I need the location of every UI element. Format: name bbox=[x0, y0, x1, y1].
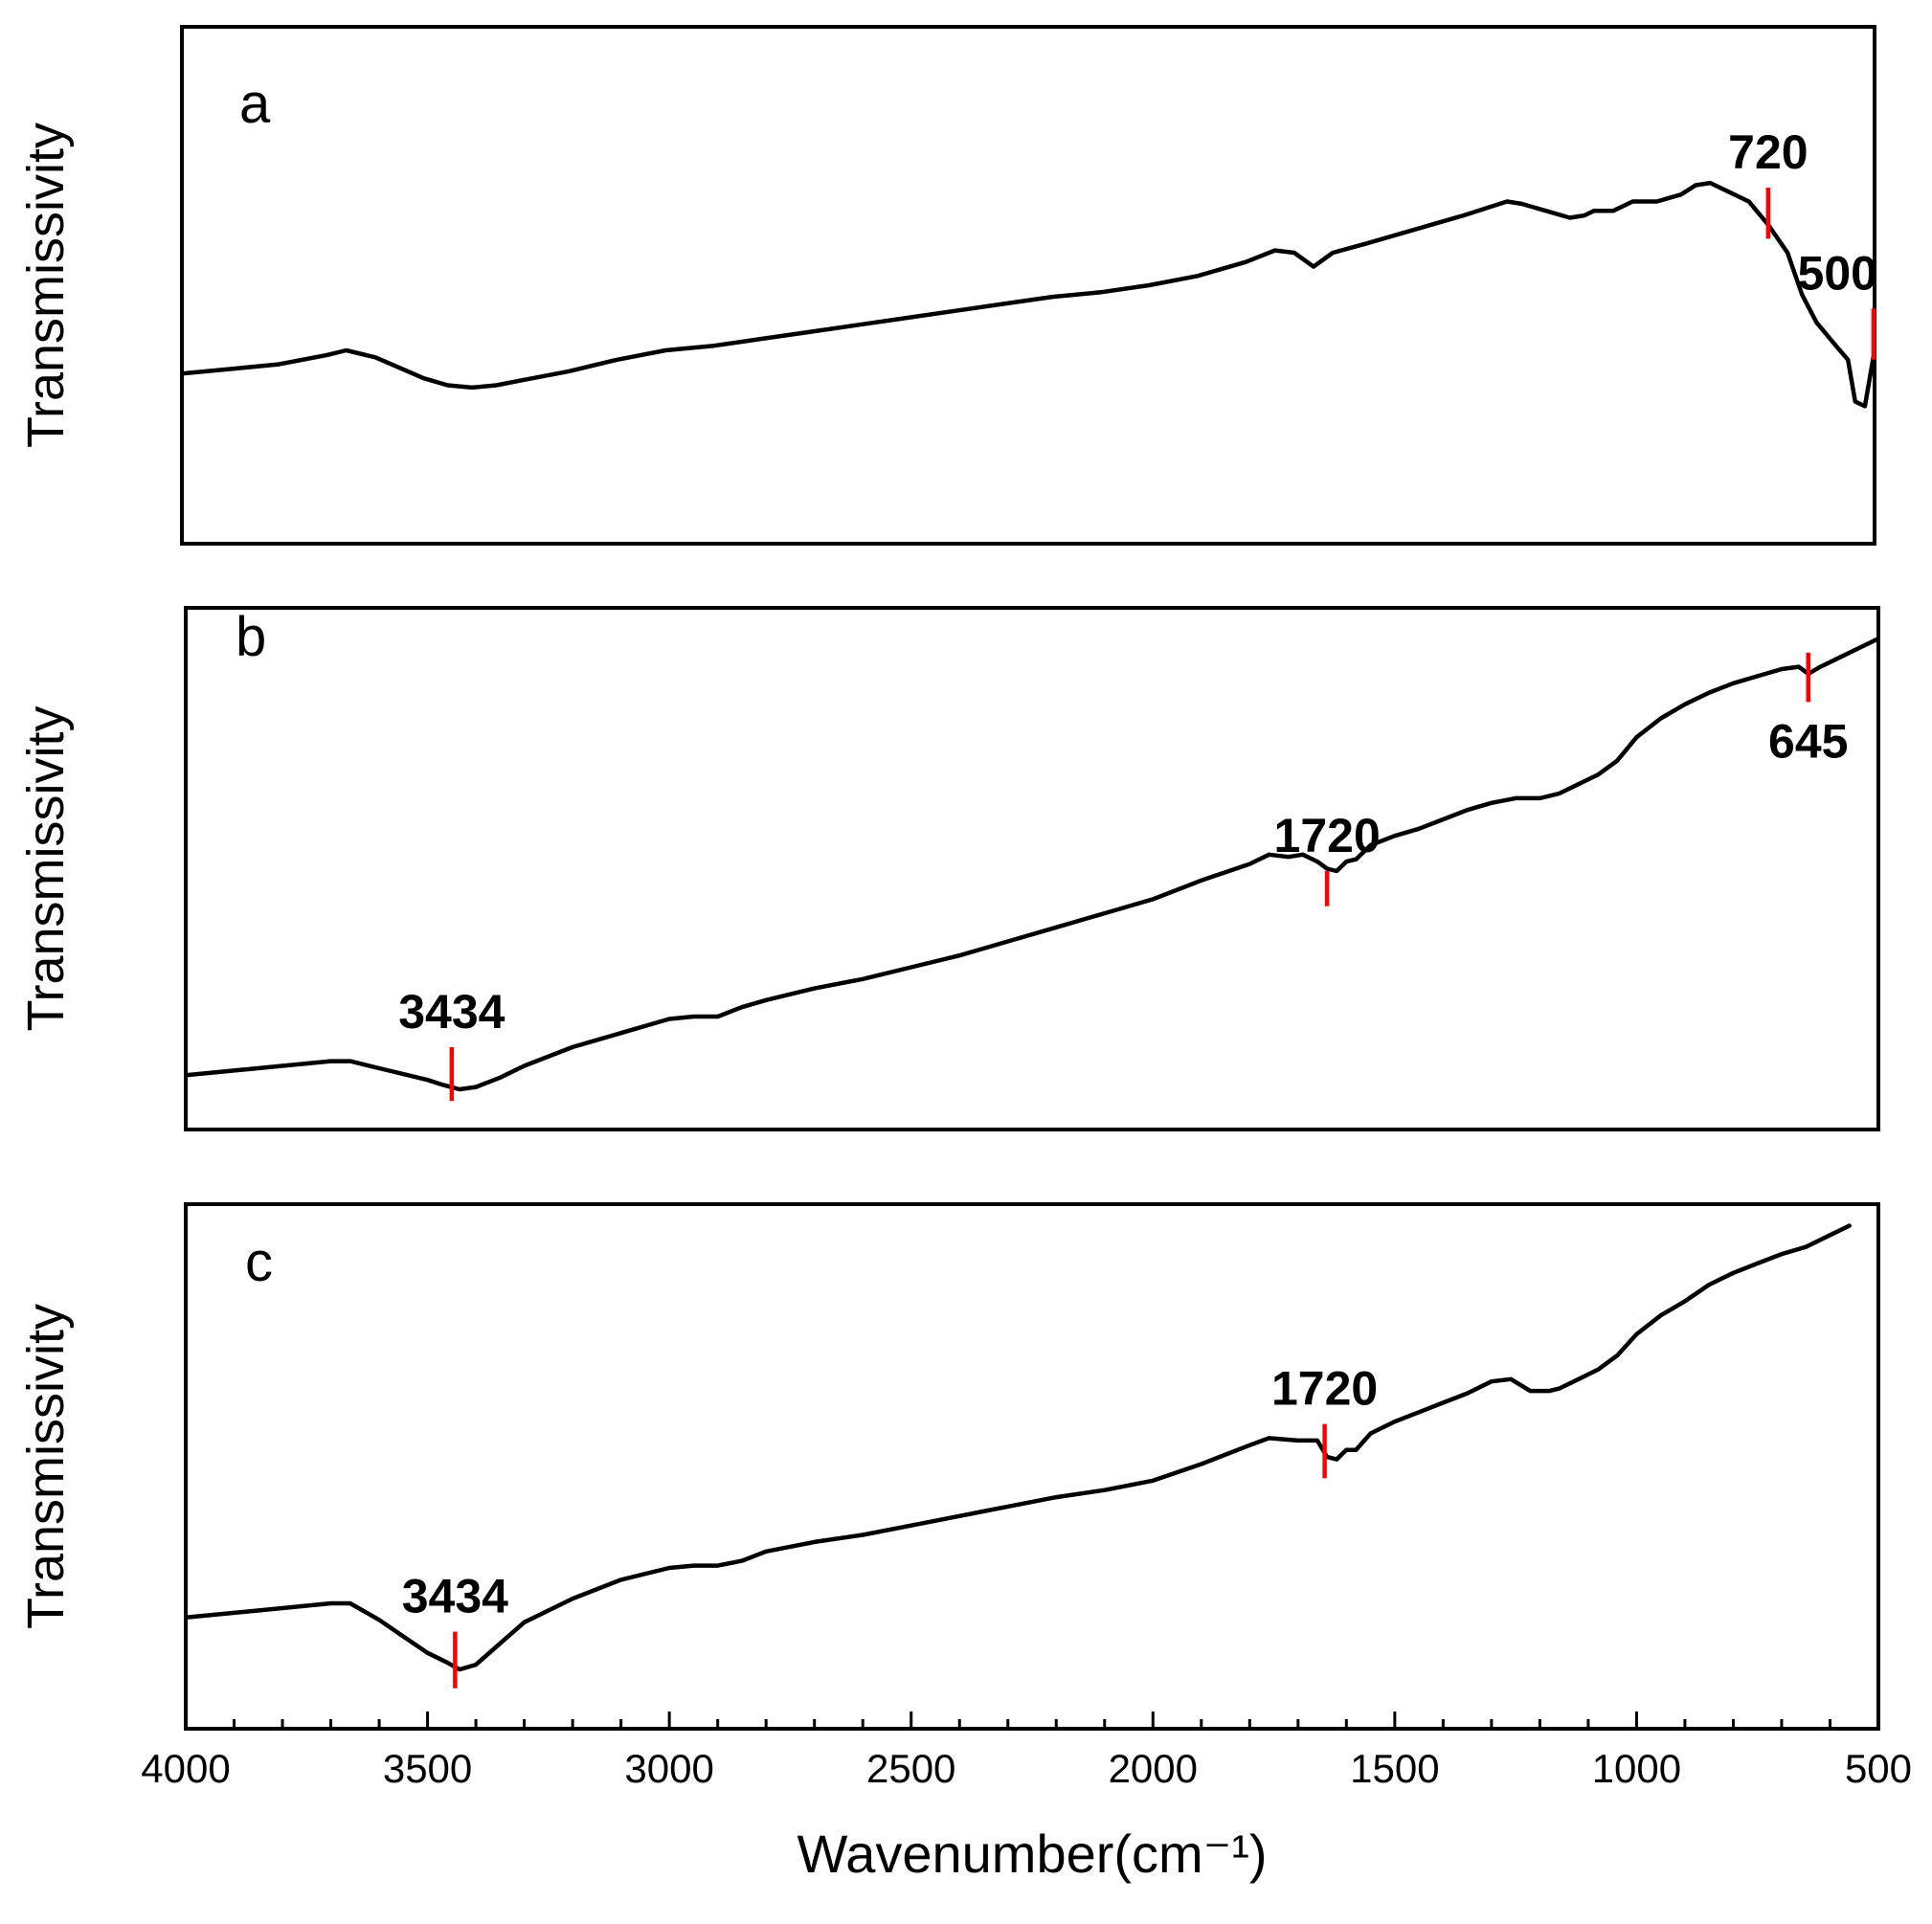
plot-frame bbox=[184, 606, 1880, 1131]
x-tick-label: 4000 bbox=[141, 1746, 230, 1791]
peak-label-500: 500 bbox=[1798, 246, 1877, 300]
y-axis-label: Transmissivity bbox=[17, 123, 75, 448]
peak-label-3434: 3434 bbox=[398, 985, 505, 1039]
x-axis: 4000 3500 3000 2500 2000 1500 1000 500 Wavenumbe… bbox=[141, 1711, 1912, 1884]
plot-frame bbox=[184, 1202, 1880, 1731]
x-tick-label: 3500 bbox=[383, 1746, 472, 1791]
panel-label: c bbox=[245, 1231, 273, 1293]
peak-label-1720: 1720 bbox=[1274, 809, 1381, 862]
x-tick-label: 3000 bbox=[624, 1746, 713, 1791]
y-axis-label: Transmissivity bbox=[17, 1304, 75, 1629]
plot-frame bbox=[180, 25, 1876, 546]
y-axis-label: Transmissivity bbox=[17, 705, 75, 1031]
x-tick-label: 2500 bbox=[866, 1746, 955, 1791]
peak-label-720: 720 bbox=[1728, 125, 1808, 179]
spectrum-line-b bbox=[186, 636, 1878, 1092]
x-tick-label: 1500 bbox=[1350, 1746, 1439, 1791]
spectrum-line-c bbox=[186, 1223, 1852, 1672]
peak-label-645: 645 bbox=[1768, 714, 1848, 768]
panel-label: b bbox=[236, 606, 266, 668]
panel-b: b Transmissivity 645 1720 3434 bbox=[17, 606, 1880, 1131]
panel-a: a Transmissivity 720 500 bbox=[17, 25, 1877, 546]
panel-c: c Transmissivity 1720 3434 4000 3500 3000 2500 2… bbox=[17, 1202, 1912, 1884]
x-tick-label: 2000 bbox=[1109, 1746, 1198, 1791]
spectrum-line-a bbox=[182, 180, 1875, 409]
x-tick-label: 1000 bbox=[1592, 1746, 1681, 1791]
x-tick-label: 500 bbox=[1845, 1746, 1912, 1791]
x-axis-label: Wavenumber(cm⁻¹) bbox=[797, 1823, 1267, 1884]
peak-label-1720: 1720 bbox=[1271, 1362, 1378, 1416]
peak-label-3434: 3434 bbox=[402, 1570, 508, 1623]
panel-label: a bbox=[239, 73, 271, 135]
